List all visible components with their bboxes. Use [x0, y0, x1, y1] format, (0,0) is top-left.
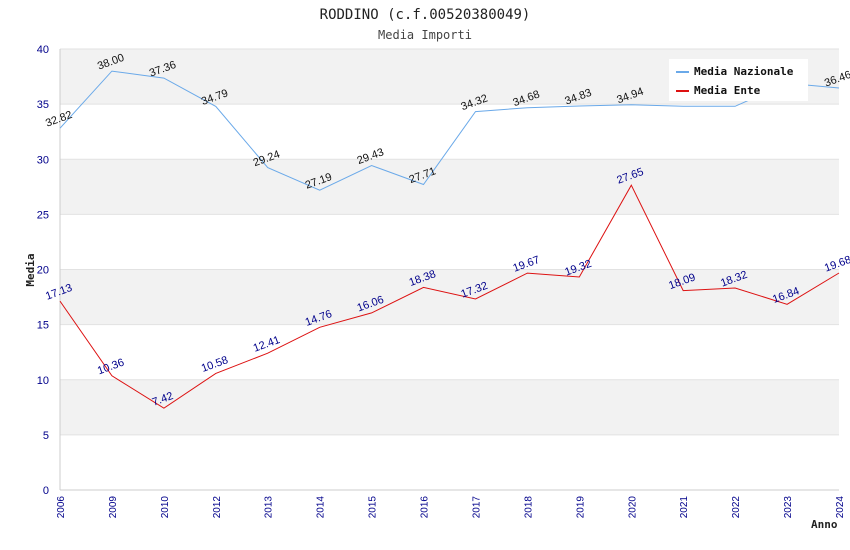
legend-label-nazionale: Media Nazionale — [694, 65, 794, 78]
x-tick-label: 2009 — [108, 496, 119, 519]
grid-band — [60, 269, 839, 325]
y-tick-label: 40 — [37, 44, 49, 56]
legend-box — [669, 59, 808, 101]
grid-band — [60, 434, 839, 490]
legend: Media Nazionale Media Ente — [669, 59, 808, 101]
x-tick-label: 2021 — [679, 496, 690, 519]
x-tick-label: 2012 — [212, 496, 223, 519]
y-tick-label: 15 — [37, 320, 49, 332]
grid-band — [60, 104, 839, 160]
series-line-media-nazionale — [59, 70, 840, 191]
grid-band — [60, 159, 839, 215]
y-tick-label: 0 — [43, 485, 49, 497]
y-tick-label: 20 — [37, 265, 49, 277]
x-tick-label: 2010 — [160, 496, 171, 519]
x-tick-label: 2022 — [731, 496, 742, 519]
x-tick-label: 2017 — [471, 496, 482, 519]
series-lines — [59, 70, 840, 409]
y-tick-labels: 0 5 10 15 20 25 30 35 40 — [37, 44, 49, 497]
x-tick-label: 2006 — [56, 496, 67, 519]
y-axis-title: Media — [24, 253, 37, 286]
grid-band — [60, 379, 839, 435]
grid-band — [60, 324, 839, 380]
y-tick-label: 10 — [37, 375, 49, 387]
chart-subtitle: Media Importi — [378, 28, 472, 42]
plot-background-bands — [60, 49, 839, 490]
x-tick-labels: 2006 2009 2010 2012 2013 2014 2015 2016 2017 2018… — [56, 496, 846, 519]
x-tick-label: 2024 — [835, 496, 846, 519]
x-axis-title: Anno — [811, 518, 838, 531]
grid-band — [60, 214, 839, 270]
axes — [59, 49, 839, 491]
x-tick-label: 2013 — [264, 496, 275, 519]
x-tick-label: 2020 — [627, 496, 638, 519]
y-tick-label: 35 — [37, 99, 49, 111]
x-tick-label: 2023 — [783, 496, 794, 519]
y-tick-label: 5 — [43, 430, 49, 442]
x-tick-label: 2014 — [316, 496, 327, 519]
x-tick-label: 2015 — [368, 496, 379, 519]
x-tick-label: 2016 — [420, 496, 431, 519]
x-tick-label: 2018 — [523, 496, 534, 519]
y-tick-label: 30 — [37, 154, 49, 166]
y-tick-label: 25 — [37, 209, 49, 221]
chart-title: RODDINO (c.f.00520380049) — [320, 7, 531, 23]
series-line-media-ente — [59, 184, 840, 409]
legend-label-ente: Media Ente — [694, 84, 761, 97]
x-tick-label: 2019 — [575, 496, 586, 519]
